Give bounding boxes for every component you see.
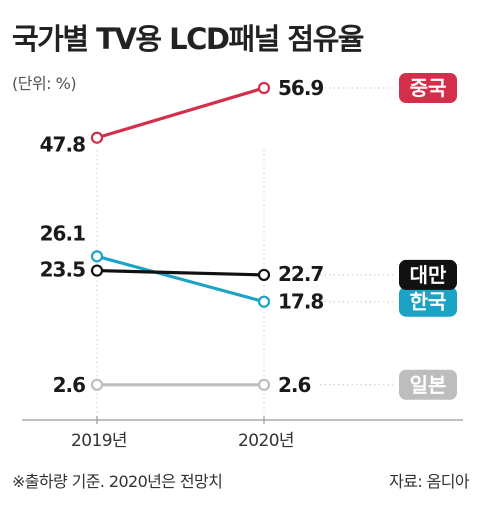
legend-badge	[399, 369, 457, 400]
value-label-2020: 2.6	[278, 373, 311, 397]
series-line	[95, 268, 266, 277]
value-label-2020: 17.8	[278, 290, 323, 314]
value-labels: 47.8 56.9 26.1 17.8 23.5 22.7 2.6 2.6	[40, 76, 325, 397]
data-point	[257, 81, 271, 95]
value-label-2019: 23.5	[40, 258, 85, 282]
x-axis: 2019년 2020년	[22, 416, 463, 451]
data-point	[257, 295, 271, 308]
legend-label: 한국	[410, 290, 447, 314]
x-tick-label: 2019년	[71, 431, 127, 451]
value-label-2019: 2.6	[53, 373, 86, 397]
chart-title: 국가별 TV용 LCD패널 점유율	[12, 22, 364, 56]
legend-label: 대만	[410, 263, 447, 287]
data-point	[257, 378, 271, 391]
series-lines	[95, 86, 266, 387]
unit-note: (단위: %)	[12, 74, 77, 93]
series-line	[95, 86, 266, 140]
guide-lines	[96, 87, 393, 416]
value-label-2020: 22.7	[278, 262, 323, 286]
legend-label: 일본	[410, 373, 447, 397]
value-label-2019: 47.8	[40, 133, 85, 157]
legend-label: 중국	[410, 76, 447, 100]
data-point	[257, 268, 271, 282]
x-tick-label: 2020년	[238, 431, 294, 451]
series-line	[95, 254, 266, 304]
data-points	[90, 81, 271, 391]
data-point	[90, 131, 104, 144]
footnote: ※출하량 기준. 2020년은 전망치	[12, 472, 223, 491]
value-label-2019: 26.1	[40, 221, 85, 245]
legend-badge	[399, 286, 457, 317]
data-point	[90, 378, 104, 391]
data-point	[90, 250, 104, 263]
value-label-2020: 56.9	[278, 76, 323, 100]
source-note: 자료: 옴디아	[389, 472, 469, 491]
legend-badge	[399, 73, 457, 103]
legend-badge	[399, 259, 457, 290]
data-point	[90, 264, 104, 277]
